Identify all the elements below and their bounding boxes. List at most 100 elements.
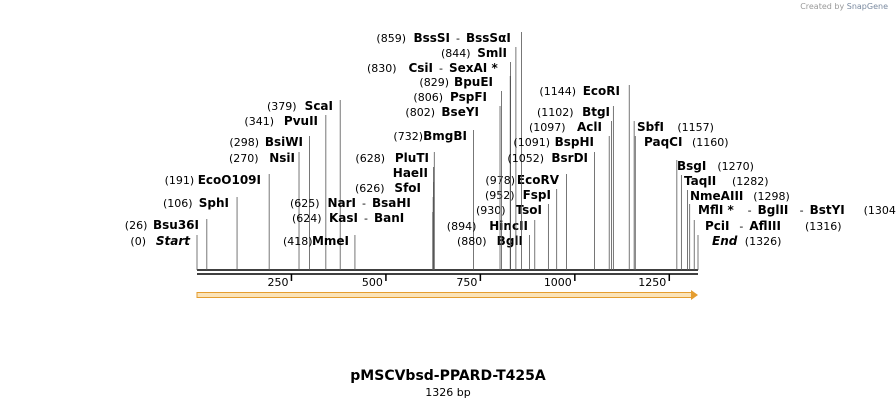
site-label: EcoO109I (198, 173, 261, 187)
site-separator: - (739, 220, 743, 233)
site-position: (270) (229, 152, 259, 165)
site-label: TsoI (516, 203, 542, 217)
site-position: (298) (229, 136, 259, 149)
site-label: PluTI (395, 151, 429, 165)
site-label: HaeII (393, 166, 428, 180)
site-position: (418) (283, 235, 313, 248)
site-label: ScaI (305, 99, 333, 113)
site-position: (1270) (717, 160, 754, 173)
site-position: (1097) (529, 121, 566, 134)
site-position: (806) (413, 91, 443, 104)
site-label: KasI (329, 211, 358, 225)
site-position: (1102) (537, 106, 574, 119)
site-label: SmlI (477, 46, 507, 60)
plasmid-length: 1326 bp (425, 386, 471, 399)
site-label: Bsu36I (153, 218, 199, 232)
site-position: (341) (244, 115, 274, 128)
site-position: (859) (376, 32, 406, 45)
feature-arrowhead (691, 290, 698, 300)
site-label: BmgBI (423, 129, 467, 143)
site-label: BsgI (677, 159, 706, 173)
site-label: BsiWI (265, 135, 303, 149)
site-position: (1326) (745, 235, 782, 248)
site-label-extra: BglII (758, 203, 789, 217)
site-position: (628) (355, 152, 385, 165)
site-separator: - (362, 197, 366, 210)
site-position: (894) (447, 220, 477, 233)
site-position: (1282) (732, 175, 769, 188)
site-position: (1052) (507, 152, 544, 165)
site-label: EcoRV (517, 173, 560, 187)
site-separator: - (364, 212, 368, 225)
site-label: SfoI (394, 181, 421, 195)
site-position: (880) (457, 235, 487, 248)
site-label-extra: BsaHI (372, 196, 411, 210)
site-separator: - (456, 32, 460, 45)
site-label: BsrDI (551, 151, 588, 165)
site-label: PspFI (450, 90, 487, 104)
tick-label: 250 (267, 276, 288, 289)
site-position: (379) (267, 100, 297, 113)
site-label: BseYI (441, 105, 479, 119)
site-position: (26) (125, 219, 148, 232)
site-label: End (712, 234, 738, 248)
site-position: (732) (393, 130, 423, 143)
site-label: SbfI (637, 120, 664, 134)
site-label: NsiI (269, 151, 295, 165)
site-position: (1157) (677, 121, 714, 134)
feature-bar (196, 292, 693, 298)
site-position: (1298) (753, 190, 790, 203)
snapgene-logo-text: SnapGene (846, 2, 888, 11)
site-position: (930) (476, 204, 506, 217)
site-label: EcoRI (583, 84, 620, 98)
site-label-extra: BanI (374, 211, 404, 225)
site-position: (1304) (864, 204, 896, 217)
site-label: BssSI (413, 31, 450, 45)
site-position: (0) (130, 235, 146, 248)
site-position: (1316) (805, 220, 842, 233)
site-label: MmeI (312, 234, 349, 248)
site-separator: - (439, 62, 443, 75)
site-label: PvuII (284, 114, 318, 128)
site-position: (830) (367, 62, 397, 75)
snapgene-branding: Created by SnapGene (800, 2, 888, 11)
tick-label: 750 (456, 276, 477, 289)
site-label: BspHI (555, 135, 594, 149)
site-label: NarI (327, 196, 356, 210)
site-label: PaqCI (644, 135, 682, 149)
tick-label: 500 (362, 276, 383, 289)
site-position: (625) (290, 197, 320, 210)
plasmid-name: pMSCVbsd-PPARD-T425A (350, 368, 546, 384)
site-label-extra: BssSαI (466, 31, 511, 45)
site-position: (191) (165, 174, 195, 187)
tick-label: 1250 (638, 276, 666, 289)
site-label: HincII (489, 219, 528, 233)
site-label: BpuEI (454, 75, 493, 89)
site-label: TaqII (684, 174, 716, 188)
site-label: NmeAIII (690, 189, 743, 203)
site-label: BtgI (582, 105, 610, 119)
site-position: (624) (292, 212, 322, 225)
site-label-extra: BstYI (810, 203, 845, 217)
site-label-extra: SexAI * (449, 61, 498, 75)
site-position: (1091) (513, 136, 550, 149)
site-position: (1160) (692, 136, 729, 149)
site-label: CsiI (408, 61, 433, 75)
site-label: PciI (705, 219, 730, 233)
site-label: SphI (199, 196, 229, 210)
site-position: (626) (355, 182, 385, 195)
site-label: MflI * (698, 203, 734, 217)
site-label: AclI (577, 120, 602, 134)
created-by-text: Created by (800, 2, 845, 11)
site-label: FspI (523, 188, 551, 202)
site-label: Start (156, 234, 191, 248)
site-position: (844) (441, 47, 471, 60)
site-position: (1144) (539, 85, 576, 98)
site-separator: - (800, 204, 804, 217)
site-label-extra: AflIII (749, 219, 781, 233)
site-position: (106) (163, 197, 193, 210)
tick-label: 1000 (544, 276, 572, 289)
site-position: (802) (405, 106, 435, 119)
site-position: (829) (419, 76, 449, 89)
